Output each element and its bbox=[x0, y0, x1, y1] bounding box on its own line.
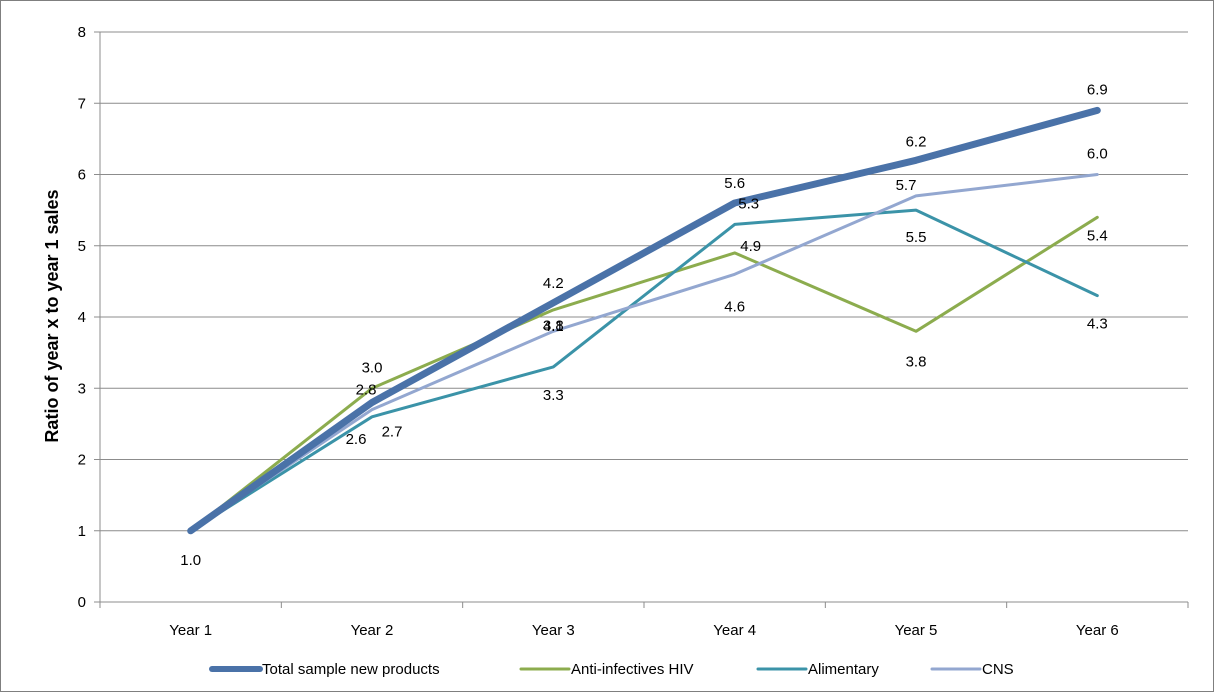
data-label: 5.6 bbox=[724, 175, 745, 192]
x-tick-label: Year 2 bbox=[351, 622, 394, 639]
data-label: 5.3 bbox=[738, 195, 759, 212]
data-label: 4.1 bbox=[543, 318, 564, 335]
data-label: 4.3 bbox=[1087, 316, 1108, 333]
data-label: 6.9 bbox=[1087, 81, 1108, 98]
data-label: 3.3 bbox=[543, 387, 564, 404]
x-tick-label: Year 3 bbox=[532, 622, 575, 639]
y-tick-label: 4 bbox=[78, 309, 86, 326]
data-label: 5.7 bbox=[896, 177, 917, 194]
legend-label: Total sample new products bbox=[262, 661, 440, 678]
data-label: 2.6 bbox=[346, 431, 367, 448]
data-label: 1.0 bbox=[180, 552, 201, 569]
data-label: 5.4 bbox=[1087, 227, 1108, 244]
series-line-alimentary bbox=[189, 208, 1099, 533]
series-lines bbox=[187, 106, 1101, 535]
series-line-total-sample-new-products bbox=[187, 106, 1101, 535]
x-tick-label: Year 6 bbox=[1076, 622, 1119, 639]
y-tick-label: 8 bbox=[78, 24, 86, 41]
data-label: 4.6 bbox=[724, 298, 745, 315]
data-label: 4.2 bbox=[543, 275, 564, 292]
data-label: 3.8 bbox=[543, 317, 564, 334]
series-line-anti-infectives-hiv bbox=[189, 215, 1099, 533]
y-tick-label: 0 bbox=[78, 594, 86, 611]
data-label: 5.5 bbox=[906, 229, 927, 246]
data-label: 2.7 bbox=[382, 424, 403, 441]
axes bbox=[94, 31, 1189, 608]
series-line-cns bbox=[189, 173, 1099, 533]
y-tick-label: 1 bbox=[78, 523, 86, 540]
x-tick-labels: Year 1 Year 2 Year 3 Year 4 Year 5 Year 6 bbox=[169, 622, 1118, 639]
legend: Total sample new products Anti-infectives… bbox=[209, 661, 1014, 678]
y-axis-label: Ratio of year x to year 1 sales bbox=[42, 189, 62, 442]
data-label: 4.9 bbox=[740, 238, 761, 255]
data-label: 3.0 bbox=[362, 359, 383, 376]
legend-label: Anti-infectives HIV bbox=[571, 661, 694, 678]
data-label: 2.8 bbox=[356, 382, 377, 399]
data-label: 6.0 bbox=[1087, 146, 1108, 163]
y-tick-label: 5 bbox=[78, 238, 86, 255]
y-tick-label: 7 bbox=[78, 95, 86, 112]
x-tick-label: Year 4 bbox=[713, 622, 756, 639]
y-tick-label: 6 bbox=[78, 167, 86, 184]
data-label: 6.2 bbox=[906, 133, 927, 150]
x-tick-label: Year 5 bbox=[895, 622, 938, 639]
y-tick-label: 2 bbox=[78, 452, 86, 469]
x-tick-label: Year 1 bbox=[169, 622, 212, 639]
legend-label: CNS bbox=[982, 661, 1014, 678]
y-tick-label: 3 bbox=[78, 380, 86, 397]
legend-label: Alimentary bbox=[808, 661, 879, 678]
y-tick-labels: 0 1 2 3 4 5 6 7 8 bbox=[78, 24, 86, 611]
data-labels: 1.0 2.8 4.2 5.6 6.2 6.9 3.0 4.1 4.9 3.8 5.4 2.6 3.3 5… bbox=[180, 81, 1107, 568]
data-label: 3.8 bbox=[906, 353, 927, 370]
